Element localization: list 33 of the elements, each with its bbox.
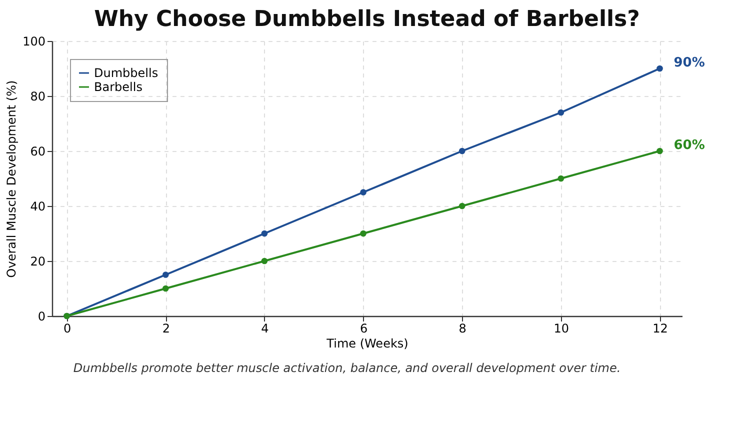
point: [558, 109, 564, 116]
text: Dumbbells promote better muscle activation, balance, and overall development over time.: [73, 361, 621, 375]
point: [261, 230, 268, 237]
x-tick-label: 2: [162, 322, 170, 336]
y-tick-label: 80: [30, 90, 46, 104]
x-tick-label: 4: [261, 322, 269, 336]
x-axis-title: Time (Weeks): [326, 336, 408, 350]
x-tick-label: 0: [64, 322, 72, 336]
point: [458, 202, 466, 210]
x-tick-label: 10: [554, 322, 570, 336]
x-tick-label: 6: [360, 322, 368, 336]
point: [162, 272, 169, 278]
y-tick-label: 60: [30, 144, 46, 158]
y-axis-title: Overall Muscle Development (%): [4, 80, 19, 278]
x-tick-label: 8: [458, 322, 466, 336]
legend-label: Dumbbells: [94, 66, 158, 80]
point: [360, 230, 366, 237]
x-tick-label: 12: [652, 322, 668, 336]
chart-title: Why Choose Dumbbells Instead of Barbells?: [94, 7, 640, 32]
y-tick-label: 100: [22, 34, 46, 48]
y-tick-label: 0: [38, 310, 46, 324]
y-tick-label: 40: [30, 200, 46, 214]
y-tick-label: 20: [30, 254, 46, 268]
point: [261, 258, 268, 264]
point: [162, 285, 169, 292]
annotation: 90%: [674, 56, 705, 70]
point: [656, 148, 663, 154]
point: [656, 65, 663, 72]
legend-label: Barbells: [94, 80, 142, 94]
point: [458, 148, 466, 154]
annotation: 60%: [674, 138, 705, 153]
point: [360, 189, 366, 196]
point: [558, 175, 564, 182]
